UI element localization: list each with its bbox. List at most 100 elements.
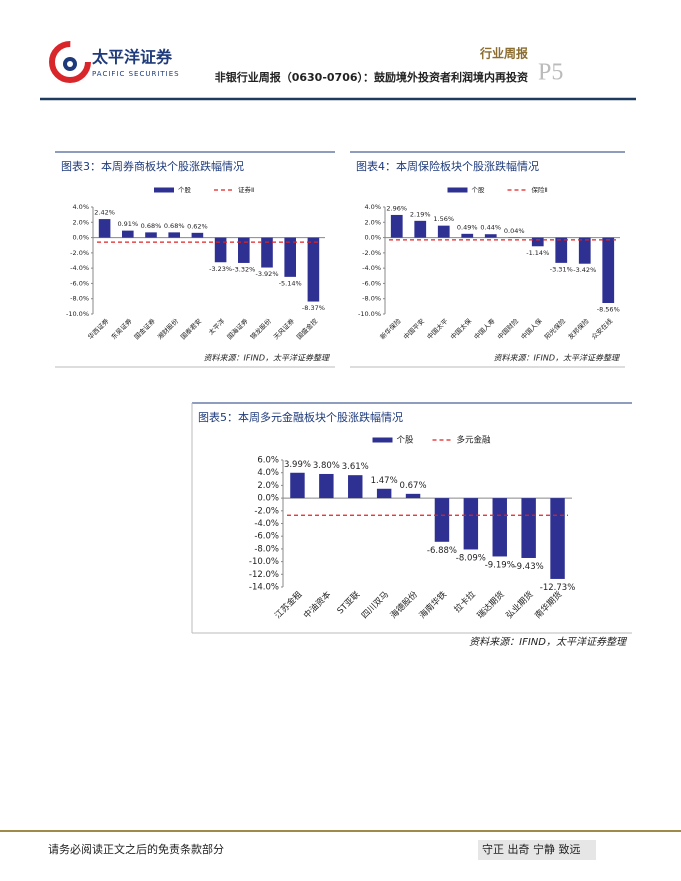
- x-tick-label: 海德股份: [388, 589, 420, 621]
- y-tick-label: 0.0%: [364, 234, 381, 242]
- report-title: 非银行业周报（0630-0706）：鼓励境外投资者利润境内再投资: [215, 70, 528, 84]
- value-label: 1.47%: [371, 476, 398, 486]
- value-label: -9.43%: [514, 562, 544, 572]
- x-tick-label: 中国太保: [448, 316, 473, 341]
- chart-title: 图表5：本周多元金融板块个股涨跌幅情况: [198, 410, 403, 424]
- report-type: 行业周报: [479, 46, 528, 61]
- x-tick-label: ST亚联: [336, 589, 363, 616]
- x-tick-label: 海南华铁: [417, 589, 449, 621]
- bar: [214, 237, 227, 263]
- bar: [307, 237, 320, 302]
- value-label: 0.68%: [141, 222, 162, 230]
- value-label: -3.23%: [209, 265, 232, 273]
- x-tick-label: 国泰君安: [178, 316, 203, 341]
- y-tick-label: -6.0%: [254, 532, 279, 542]
- value-label: 0.67%: [400, 481, 427, 491]
- bar: [290, 472, 305, 499]
- x-tick-label: 太平洋: [206, 316, 227, 337]
- x-tick-label: 众安在线: [589, 316, 614, 341]
- value-label: -3.42%: [573, 266, 596, 274]
- logo-subtitle: PACIFIC SECURITIES: [92, 70, 180, 78]
- bar: [437, 225, 450, 238]
- footer-motto: 守正 出奇 宁静 致远: [482, 842, 581, 856]
- legend-swatch: [154, 187, 174, 193]
- value-label: 2.96%: [386, 204, 407, 212]
- legend-label: 保险Ⅱ: [532, 185, 548, 194]
- value-label: 0.49%: [457, 223, 478, 231]
- logo-icon: [49, 41, 91, 83]
- bar: [463, 498, 479, 550]
- y-tick-label: -10.0%: [66, 310, 89, 318]
- y-tick-label: -6.0%: [362, 279, 381, 287]
- x-tick-label: 弘业期货: [504, 589, 536, 621]
- value-label: -9.19%: [485, 560, 515, 570]
- value-label: 0.68%: [164, 222, 185, 230]
- x-tick-label: 国海证券: [225, 316, 250, 341]
- bar: [555, 237, 568, 263]
- y-tick-label: -4.0%: [254, 519, 279, 529]
- value-label: -1.14%: [526, 249, 549, 257]
- chart-source: 资料来源：IFIND，太平洋证券整理: [494, 354, 620, 363]
- footer-disclaimer: 请务必阅读正文之后的免责条款部分: [48, 842, 224, 856]
- value-label: -5.14%: [279, 279, 302, 287]
- value-label: 0.62%: [187, 222, 208, 230]
- y-tick-label: -4.0%: [70, 264, 89, 272]
- x-tick-label: 中国人寿: [472, 316, 497, 341]
- bar: [602, 237, 615, 303]
- y-tick-label: 4.0%: [257, 468, 279, 478]
- y-tick-label: -10.0%: [358, 310, 381, 318]
- x-tick-label: 中国财险: [495, 316, 520, 341]
- bar: [261, 237, 273, 268]
- y-tick-label: -8.0%: [362, 295, 381, 303]
- value-label: 0.91%: [117, 220, 138, 228]
- page-number: P5: [538, 60, 563, 86]
- value-label: 3.61%: [342, 462, 369, 472]
- value-label: -3.32%: [232, 265, 255, 273]
- value-label: -8.09%: [456, 553, 486, 563]
- x-tick-label: 拉卡拉: [452, 589, 478, 615]
- legend-label: 个股: [178, 186, 192, 194]
- value-label: 0.44%: [480, 224, 501, 232]
- y-tick-label: 4.0%: [72, 203, 89, 211]
- bar: [122, 230, 134, 238]
- bar: [145, 232, 157, 238]
- bar: [414, 220, 427, 238]
- y-tick-label: 2.0%: [72, 218, 89, 226]
- value-label: 0.04%: [504, 227, 525, 235]
- chart-source: 资料来源：IFIND，太平洋证券整理: [204, 354, 330, 363]
- bar: [484, 234, 497, 238]
- chart-title: 图表3：本周券商板块个股涨跌幅情况: [61, 159, 244, 173]
- value-label: -12.73%: [540, 583, 575, 593]
- value-label: -3.31%: [550, 265, 573, 273]
- x-tick-label: 天风证券: [271, 316, 296, 341]
- legend-swatch: [447, 187, 468, 193]
- legend-label: 个股: [472, 186, 486, 194]
- x-tick-label: 江苏金租: [273, 589, 305, 621]
- y-tick-label: -8.0%: [254, 544, 279, 554]
- bar: [191, 232, 204, 238]
- x-tick-label: 四川双马: [360, 590, 391, 621]
- bar: [348, 475, 363, 499]
- bar: [98, 219, 111, 238]
- y-tick-label: 2.0%: [257, 481, 279, 491]
- value-label: 3.99%: [284, 460, 311, 470]
- bar: [376, 488, 392, 499]
- y-tick-label: -4.0%: [362, 264, 381, 272]
- bar: [390, 214, 403, 238]
- x-tick-label: 新华保险: [378, 316, 403, 341]
- chart-title: 图表4：本周保险板块个股涨跌幅情况: [356, 159, 539, 173]
- x-tick-label: 中国人保: [519, 316, 544, 341]
- bar: [550, 498, 565, 579]
- x-tick-label: 锦龙股份: [248, 316, 273, 341]
- bar: [531, 237, 544, 247]
- x-tick-label: 南华期货: [533, 589, 565, 621]
- bar: [492, 498, 507, 557]
- value-label: 1.56%: [433, 215, 454, 223]
- x-tick-label: 湘财股份: [155, 316, 180, 341]
- y-tick-label: -10.0%: [249, 557, 279, 567]
- logo-name: 太平洋证券: [91, 48, 173, 67]
- y-tick-label: 6.0%: [257, 456, 279, 466]
- footer-motto-bg: [478, 840, 596, 860]
- value-label: -6.88%: [427, 546, 457, 556]
- value-label: 2.19%: [410, 210, 431, 218]
